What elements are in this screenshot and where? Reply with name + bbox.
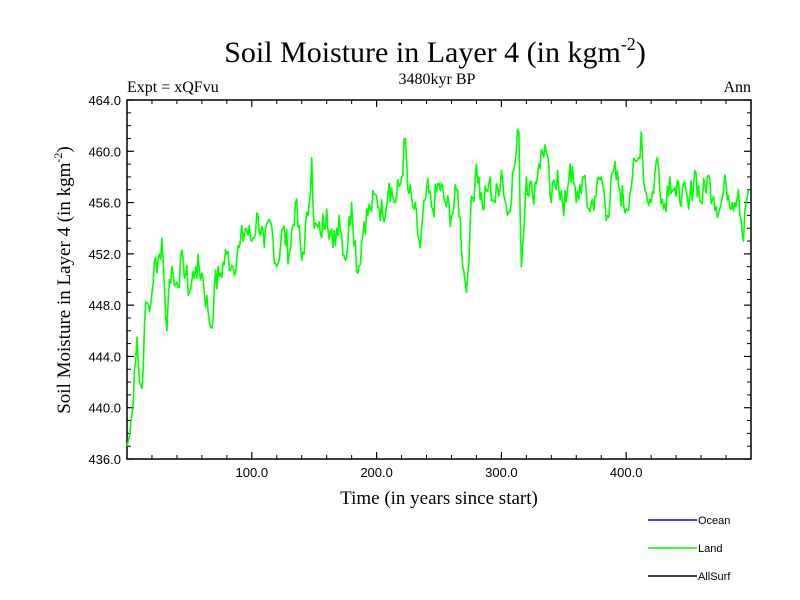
x-tick-label: 200.0 <box>360 465 393 480</box>
chart-title-main: Soil Moisture in Layer 4 (in kgm <box>224 36 621 69</box>
expt-label: Expt = xQFvu <box>127 79 219 96</box>
y-tick-label: 460.0 <box>88 144 121 159</box>
legend-label-ocean: Ocean <box>698 515 730 527</box>
x-tick-label: 400.0 <box>610 465 643 480</box>
chart-title-end: ) <box>636 36 646 69</box>
x-axis: 100.0 200.0 300.0 400.0 <box>151 100 727 480</box>
y-tick-label: 440.0 <box>88 401 121 416</box>
x-tick-label: 100.0 <box>236 465 269 480</box>
y-axis: 436.0 440.0 444.0 448.0 452.0 456.0 460.0 464.0 <box>88 93 751 467</box>
legend-label-allsurf: AllSurf <box>698 571 731 583</box>
season-label: Ann <box>723 79 751 96</box>
y-axis-label-main: Soil Moisture in Layer 4 (in kgm <box>54 162 75 413</box>
x-tick-label: 300.0 <box>485 465 518 480</box>
plot-area <box>126 99 752 460</box>
y-axis-label: Soil Moisture in Layer 4 (in kgm-2) <box>51 146 75 414</box>
y-tick-label: 444.0 <box>88 349 121 364</box>
y-tick-label: 452.0 <box>88 247 121 262</box>
x-axis-label: Time (in years since start) <box>340 488 538 509</box>
y-axis-label-end: ) <box>54 146 75 152</box>
chart-title-superscript: -2 <box>621 34 636 54</box>
y-tick-label: 436.0 <box>88 452 121 467</box>
subtitle: 3480kyr BP <box>399 71 476 88</box>
chart-title: Soil Moisture in Layer 4 (in kgm-2) <box>224 34 646 69</box>
legend-label-land: Land <box>698 543 722 555</box>
y-tick-label: 448.0 <box>88 298 121 313</box>
y-tick-label: 456.0 <box>88 196 121 211</box>
series-group <box>126 128 750 447</box>
y-tick-label: 464.0 <box>88 93 121 108</box>
series-line-land <box>126 128 750 447</box>
legend: Ocean Land AllSurf <box>648 515 731 583</box>
y-axis-label-superscript: -2 <box>51 153 65 163</box>
